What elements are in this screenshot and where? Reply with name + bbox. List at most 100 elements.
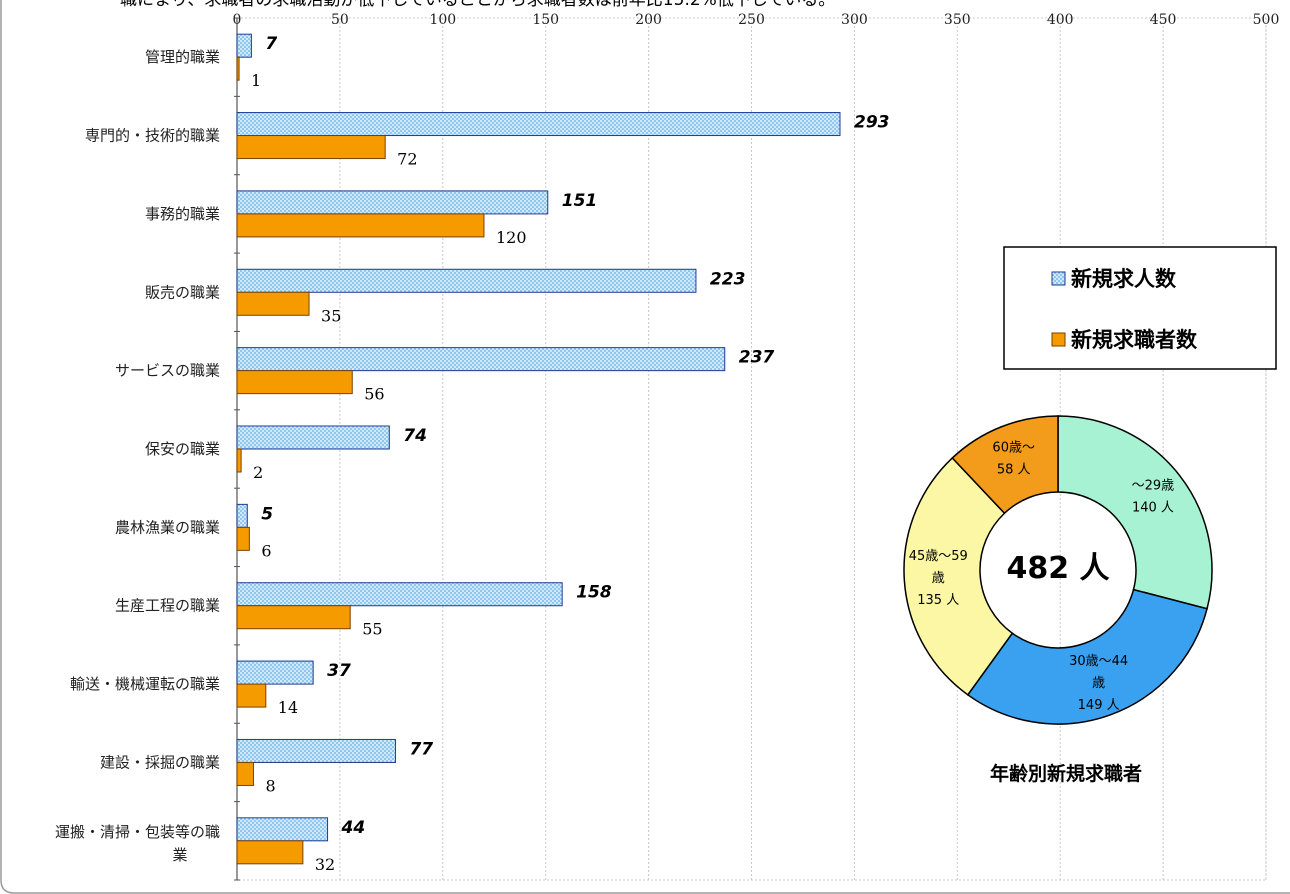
category-labels: 管理的職業専門的・技術的職業事務的職業販売の職業サービスの職業保安の職業農林漁業… [55,48,220,864]
value-label-new-openings: 151 [562,191,598,211]
legend-label-new-applicants: 新規求職者数 [1071,328,1198,352]
category-label: 農林漁業の職業 [115,518,220,536]
x-tick-label: 150 [532,12,559,28]
bar-new-openings [236,347,726,372]
category-label-continued: 業 [172,846,187,864]
x-tick-label: 200 [635,12,662,28]
bar-new-openings [236,817,329,842]
x-tick-label: 350 [944,12,971,28]
legend-swatch-new-applicants [1051,332,1066,347]
donut-slice-label: 60歳～ [992,440,1035,455]
x-tick-label: 300 [841,12,868,28]
bar-new-applicants [236,370,353,395]
bar-new-openings [236,503,248,528]
x-tick-label: 400 [1047,12,1074,28]
x-tick-label: 0 [233,12,242,28]
bar-new-openings [236,33,252,58]
value-label-new-applicants: 32 [315,855,335,874]
bar-new-applicants [236,213,485,238]
category-label: 保安の職業 [145,440,220,458]
value-label-new-applicants: 35 [321,306,341,325]
donut-chart [903,415,1213,725]
value-label-new-applicants: 120 [496,228,527,247]
value-label-new-applicants: 72 [397,150,417,169]
value-label-new-openings: 223 [710,269,746,289]
bar-new-applicants [236,291,310,316]
donut-slice-label: 45歳～59 [909,549,968,564]
value-label-new-openings: 237 [739,348,775,368]
donut-slice-label: ～29歳 [1132,479,1175,494]
bar-new-applicants [236,683,267,708]
bar-new-applicants [236,448,242,473]
value-label-new-applicants: 1 [251,71,261,90]
legend: 新規求人数 新規求職者数 [1003,246,1277,370]
bar-new-openings [236,112,841,137]
category-label: 輸送・機械運転の職業 [70,675,220,693]
donut-slice [966,588,1208,725]
donut-slice-label: 30歳～44 [1069,654,1128,669]
value-label-new-openings: 44 [341,818,366,838]
x-tick-label: 450 [1150,12,1177,28]
value-label-new-openings: 5 [261,504,273,524]
donut-slice-label: 58 人 [997,462,1031,477]
category-label: 管理的職業 [145,48,220,66]
bar-new-applicants [236,761,254,786]
value-label-new-applicants: 55 [362,620,382,639]
bar-new-applicants [236,135,386,160]
legend-swatch-new-openings [1051,271,1066,286]
value-label-new-openings: 293 [854,113,890,133]
value-label-new-openings: 37 [327,661,351,681]
bar-new-applicants [236,840,304,865]
x-tick-label: 250 [738,12,765,28]
category-label: 販売の職業 [145,283,220,301]
category-label: 運搬・清掃・包装等の職 [55,823,220,841]
x-tick-label: 50 [331,12,349,28]
donut-slice-label: 140 人 [1132,501,1174,516]
donut-slice-labels: ～29歳 140 人 30歳～44 歳 149 人 45歳～59 歳 135 人 60歳～ 58 … [909,440,1174,712]
bar-new-openings [236,582,563,607]
value-label-new-openings: 77 [409,739,433,759]
donut-center-total: 482 人 [1006,551,1109,586]
value-label-new-applicants: 8 [265,776,275,795]
bar-value-labels: 7129372151120223352375674256158553714778… [251,34,889,874]
bar-new-openings [236,738,396,763]
value-label-new-openings: 74 [403,426,427,446]
bar-new-applicants [236,605,351,630]
legend-box [1003,246,1277,370]
bar-new-applicants [236,56,240,81]
bar-new-openings [236,268,697,293]
bar-marks [236,33,841,865]
value-label-new-applicants: 2 [253,463,263,482]
value-label-new-openings: 7 [265,34,277,54]
value-label-new-applicants: 56 [364,385,384,404]
category-label: 生産工程の職業 [115,597,220,615]
donut-slice-label: 135 人 [917,593,959,608]
donut-slice [951,415,1059,515]
bar-new-openings [236,425,390,450]
category-label: 専門的・技術的職業 [85,127,220,145]
x-tick-label: 500 [1253,12,1280,28]
donut-slice-label: 歳 [1092,676,1105,691]
value-label-new-openings: 158 [576,583,612,603]
plot-area-border [236,17,1267,881]
donut-slice-label: 歳 [932,571,945,586]
value-label-new-applicants: 14 [278,698,298,717]
bar-new-openings [236,660,314,685]
donut-slice [903,456,1014,696]
category-label: サービスの職業 [115,362,220,380]
donut-slice [1057,415,1213,610]
value-label-new-applicants: 6 [261,541,271,560]
donut-title: 年齢別新規求職者 [990,762,1142,785]
gridlines [236,17,1267,881]
legend-label-new-openings: 新規求人数 [1071,267,1177,291]
bar-new-openings [236,190,549,215]
category-label: 建設・採掘の職業 [100,753,220,771]
category-label: 事務的職業 [145,205,220,223]
cutoff-header-text: 職にまり、求職者の求職活動が低下していることから求職者数は前年比15.2%低下し… [120,0,835,10]
donut-slice-label: 149 人 [1078,698,1120,713]
x-axis-ticks: 0 50 100 150 200 250 300 350 400 450 500 [233,12,1280,28]
bar-new-applicants [236,526,250,551]
x-tick-label: 100 [429,12,456,28]
